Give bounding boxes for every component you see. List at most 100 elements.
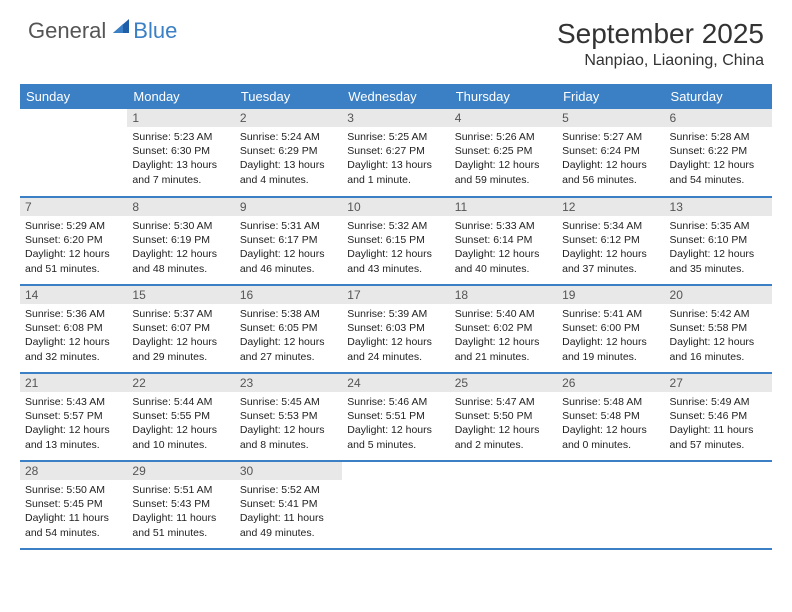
day-cell: 12Sunrise: 5:34 AMSunset: 6:12 PMDayligh… xyxy=(557,197,664,285)
daylight2-text: and 37 minutes. xyxy=(562,262,659,276)
day-body: Sunrise: 5:28 AMSunset: 6:22 PMDaylight:… xyxy=(665,127,772,190)
daylight2-text: and 49 minutes. xyxy=(240,526,337,540)
sunrise-text: Sunrise: 5:34 AM xyxy=(562,219,659,233)
day-cell: 1Sunrise: 5:23 AMSunset: 6:30 PMDaylight… xyxy=(127,109,234,197)
sunrise-text: Sunrise: 5:35 AM xyxy=(670,219,767,233)
day-number: 15 xyxy=(127,286,234,304)
day-cell: 9Sunrise: 5:31 AMSunset: 6:17 PMDaylight… xyxy=(235,197,342,285)
day-cell xyxy=(342,461,449,549)
sunrise-text: Sunrise: 5:32 AM xyxy=(347,219,444,233)
sunset-text: Sunset: 5:45 PM xyxy=(25,497,122,511)
daylight1-text: Daylight: 12 hours xyxy=(455,247,552,261)
sunset-text: Sunset: 6:22 PM xyxy=(670,144,767,158)
day-cell: 11Sunrise: 5:33 AMSunset: 6:14 PMDayligh… xyxy=(450,197,557,285)
sunset-text: Sunset: 6:29 PM xyxy=(240,144,337,158)
sunrise-text: Sunrise: 5:37 AM xyxy=(132,307,229,321)
day-number: 6 xyxy=(665,109,772,127)
day-body: Sunrise: 5:34 AMSunset: 6:12 PMDaylight:… xyxy=(557,216,664,279)
day-number: 12 xyxy=(557,198,664,216)
daylight2-text: and 51 minutes. xyxy=(25,262,122,276)
day-cell: 21Sunrise: 5:43 AMSunset: 5:57 PMDayligh… xyxy=(20,373,127,461)
daylight2-text: and 4 minutes. xyxy=(240,173,337,187)
daylight1-text: Daylight: 12 hours xyxy=(670,335,767,349)
sunset-text: Sunset: 6:05 PM xyxy=(240,321,337,335)
day-cell xyxy=(20,109,127,197)
sunrise-text: Sunrise: 5:27 AM xyxy=(562,130,659,144)
sunrise-text: Sunrise: 5:31 AM xyxy=(240,219,337,233)
day-cell: 25Sunrise: 5:47 AMSunset: 5:50 PMDayligh… xyxy=(450,373,557,461)
daylight2-text: and 54 minutes. xyxy=(25,526,122,540)
daylight1-text: Daylight: 12 hours xyxy=(455,158,552,172)
sunset-text: Sunset: 6:19 PM xyxy=(132,233,229,247)
day-number: 8 xyxy=(127,198,234,216)
logo-text-general: General xyxy=(28,18,106,44)
sunset-text: Sunset: 6:24 PM xyxy=(562,144,659,158)
day-body: Sunrise: 5:42 AMSunset: 5:58 PMDaylight:… xyxy=(665,304,772,367)
day-number: 28 xyxy=(20,462,127,480)
sunset-text: Sunset: 6:12 PM xyxy=(562,233,659,247)
daylight1-text: Daylight: 12 hours xyxy=(455,335,552,349)
sunset-text: Sunset: 6:02 PM xyxy=(455,321,552,335)
day-body: Sunrise: 5:50 AMSunset: 5:45 PMDaylight:… xyxy=(20,480,127,543)
day-body: Sunrise: 5:29 AMSunset: 6:20 PMDaylight:… xyxy=(20,216,127,279)
daylight1-text: Daylight: 12 hours xyxy=(240,247,337,261)
daylight1-text: Daylight: 12 hours xyxy=(347,423,444,437)
daylight1-text: Daylight: 11 hours xyxy=(132,511,229,525)
logo: General Blue xyxy=(28,18,177,44)
day-cell: 16Sunrise: 5:38 AMSunset: 6:05 PMDayligh… xyxy=(235,285,342,373)
sunset-text: Sunset: 6:25 PM xyxy=(455,144,552,158)
sunset-text: Sunset: 6:10 PM xyxy=(670,233,767,247)
day-number: 30 xyxy=(235,462,342,480)
sunrise-text: Sunrise: 5:26 AM xyxy=(455,130,552,144)
day-body: Sunrise: 5:44 AMSunset: 5:55 PMDaylight:… xyxy=(127,392,234,455)
day-number: 20 xyxy=(665,286,772,304)
daylight1-text: Daylight: 12 hours xyxy=(25,247,122,261)
daylight2-text: and 40 minutes. xyxy=(455,262,552,276)
calendar-table: Sunday Monday Tuesday Wednesday Thursday… xyxy=(20,84,772,550)
day-cell: 8Sunrise: 5:30 AMSunset: 6:19 PMDaylight… xyxy=(127,197,234,285)
sunset-text: Sunset: 5:55 PM xyxy=(132,409,229,423)
sunset-text: Sunset: 5:50 PM xyxy=(455,409,552,423)
day-body: Sunrise: 5:36 AMSunset: 6:08 PMDaylight:… xyxy=(20,304,127,367)
day-cell: 24Sunrise: 5:46 AMSunset: 5:51 PMDayligh… xyxy=(342,373,449,461)
day-cell: 19Sunrise: 5:41 AMSunset: 6:00 PMDayligh… xyxy=(557,285,664,373)
sunset-text: Sunset: 5:57 PM xyxy=(25,409,122,423)
week-row: 1Sunrise: 5:23 AMSunset: 6:30 PMDaylight… xyxy=(20,109,772,197)
sunrise-text: Sunrise: 5:36 AM xyxy=(25,307,122,321)
day-cell: 22Sunrise: 5:44 AMSunset: 5:55 PMDayligh… xyxy=(127,373,234,461)
day-number: 26 xyxy=(557,374,664,392)
week-row: 14Sunrise: 5:36 AMSunset: 6:08 PMDayligh… xyxy=(20,285,772,373)
daylight2-text: and 2 minutes. xyxy=(455,438,552,452)
sunrise-text: Sunrise: 5:25 AM xyxy=(347,130,444,144)
daylight2-text: and 8 minutes. xyxy=(240,438,337,452)
day-cell: 26Sunrise: 5:48 AMSunset: 5:48 PMDayligh… xyxy=(557,373,664,461)
daylight2-text: and 21 minutes. xyxy=(455,350,552,364)
daylight1-text: Daylight: 11 hours xyxy=(25,511,122,525)
day-body: Sunrise: 5:46 AMSunset: 5:51 PMDaylight:… xyxy=(342,392,449,455)
sunset-text: Sunset: 6:27 PM xyxy=(347,144,444,158)
daylight2-text: and 35 minutes. xyxy=(670,262,767,276)
daylight2-text: and 16 minutes. xyxy=(670,350,767,364)
daylight2-text: and 46 minutes. xyxy=(240,262,337,276)
day-body: Sunrise: 5:24 AMSunset: 6:29 PMDaylight:… xyxy=(235,127,342,190)
daylight1-text: Daylight: 11 hours xyxy=(240,511,337,525)
sunrise-text: Sunrise: 5:52 AM xyxy=(240,483,337,497)
day-number: 2 xyxy=(235,109,342,127)
sunset-text: Sunset: 5:53 PM xyxy=(240,409,337,423)
daylight2-text: and 24 minutes. xyxy=(347,350,444,364)
day-number: 3 xyxy=(342,109,449,127)
week-row: 28Sunrise: 5:50 AMSunset: 5:45 PMDayligh… xyxy=(20,461,772,549)
daylight2-text: and 7 minutes. xyxy=(132,173,229,187)
sunset-text: Sunset: 5:51 PM xyxy=(347,409,444,423)
day-cell: 15Sunrise: 5:37 AMSunset: 6:07 PMDayligh… xyxy=(127,285,234,373)
day-number: 4 xyxy=(450,109,557,127)
daylight1-text: Daylight: 12 hours xyxy=(132,335,229,349)
daylight2-text: and 19 minutes. xyxy=(562,350,659,364)
sunset-text: Sunset: 6:17 PM xyxy=(240,233,337,247)
day-number: 25 xyxy=(450,374,557,392)
daylight1-text: Daylight: 12 hours xyxy=(562,335,659,349)
day-body: Sunrise: 5:49 AMSunset: 5:46 PMDaylight:… xyxy=(665,392,772,455)
day-header: Thursday xyxy=(450,84,557,109)
sunrise-text: Sunrise: 5:24 AM xyxy=(240,130,337,144)
sunset-text: Sunset: 6:08 PM xyxy=(25,321,122,335)
